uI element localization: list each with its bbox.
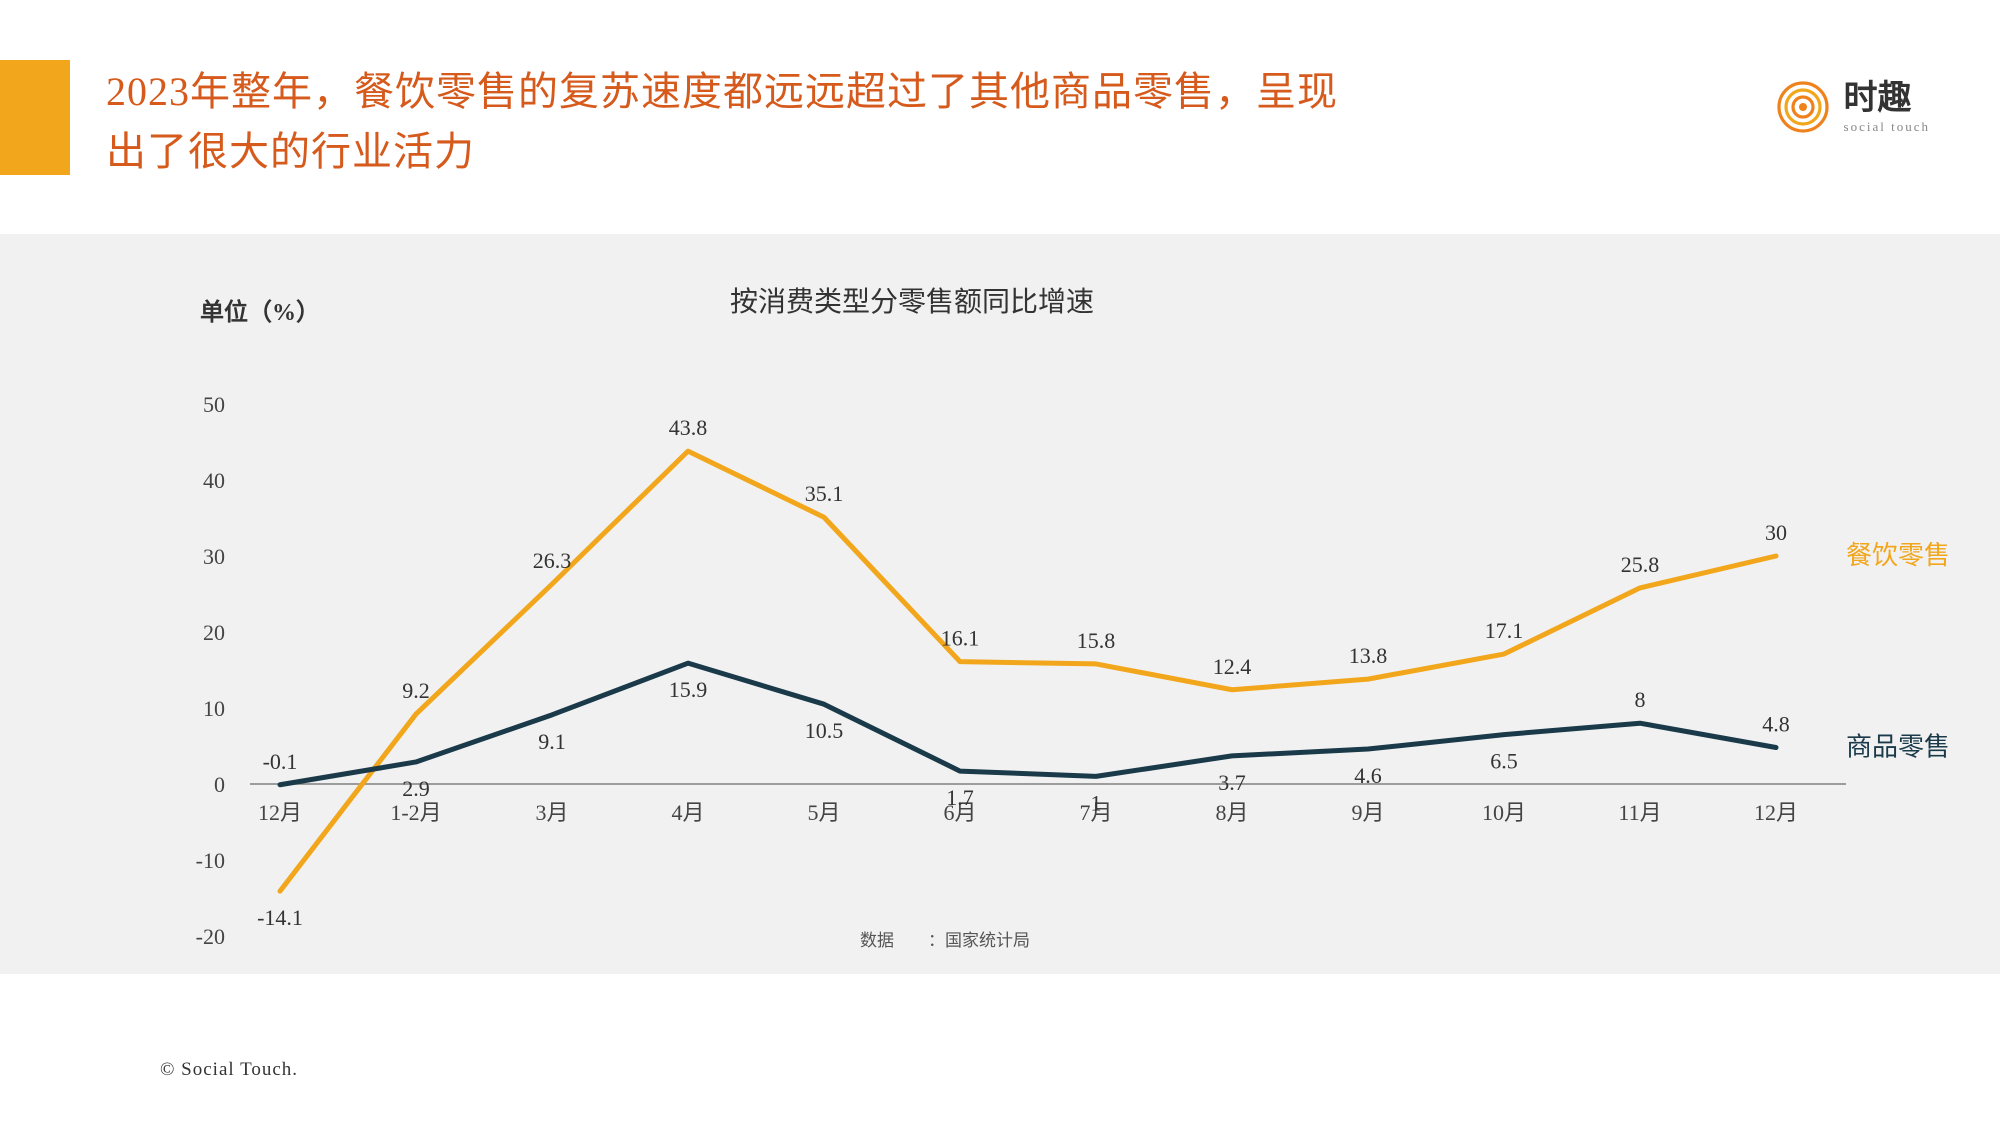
svg-text:1-2月: 1-2月 — [390, 800, 441, 825]
svg-text:15.9: 15.9 — [669, 677, 708, 702]
svg-text:43.8: 43.8 — [669, 415, 708, 440]
svg-text:0: 0 — [214, 772, 225, 797]
y-axis-unit: 单位（%） — [200, 292, 320, 327]
svg-text:30: 30 — [203, 544, 225, 569]
svg-text:3月: 3月 — [535, 800, 568, 825]
svg-text:4.6: 4.6 — [1354, 763, 1382, 788]
svg-text:4.8: 4.8 — [1762, 712, 1790, 737]
svg-text:10: 10 — [203, 696, 225, 721]
svg-text:1: 1 — [1091, 790, 1102, 815]
svg-text:2.9: 2.9 — [402, 776, 430, 801]
svg-text:15.8: 15.8 — [1077, 628, 1116, 653]
svg-text:-14.1: -14.1 — [257, 905, 303, 930]
chart-title: 按消费类型分零售额同比增速 — [730, 280, 1094, 320]
svg-text:1.7: 1.7 — [946, 785, 974, 810]
slide: 2023年整年，餐饮零售的复苏速度都远远超过了其他商品零售，呈现出了很大的行业活… — [0, 0, 2000, 1125]
svg-text:20: 20 — [203, 620, 225, 645]
svg-text:16.1: 16.1 — [941, 626, 980, 651]
svg-text:25.8: 25.8 — [1621, 552, 1660, 577]
brand-logo: 时趣 social touch — [1776, 80, 1930, 134]
svg-text:35.1: 35.1 — [805, 481, 844, 506]
logo-text-en: social touch — [1844, 120, 1930, 133]
svg-text:12.4: 12.4 — [1213, 654, 1252, 679]
svg-text:商品零售: 商品零售 — [1846, 733, 1950, 762]
page-title: 2023年整年，餐饮零售的复苏速度都远远超过了其他商品零售，呈现出了很大的行业活… — [106, 62, 1356, 182]
line-chart: -20-100102030405012月1-2月3月4月5月6月7月8月9月10… — [0, 234, 2000, 974]
logo-text-cn: 时趣 — [1844, 82, 1930, 116]
svg-text:30: 30 — [1765, 520, 1787, 545]
svg-text:10.5: 10.5 — [805, 718, 844, 743]
svg-text:26.3: 26.3 — [533, 548, 572, 573]
svg-text:9月: 9月 — [1351, 800, 1384, 825]
svg-text:12月: 12月 — [258, 800, 302, 825]
svg-text:17.1: 17.1 — [1485, 618, 1524, 643]
svg-text:-10: -10 — [196, 848, 225, 873]
chart-container: 按消费类型分零售额同比增速 单位（%） -20 -10 0 10 20 30 40 50 12月… — [0, 234, 2000, 974]
chart-source: 数据 ：国家统计局 — [860, 926, 1030, 951]
svg-text:-20: -20 — [196, 924, 225, 949]
svg-text:6.5: 6.5 — [1490, 749, 1518, 774]
svg-text:40: 40 — [203, 468, 225, 493]
svg-text:11月: 11月 — [1618, 800, 1661, 825]
svg-text:-0.1: -0.1 — [263, 749, 298, 774]
svg-text:13.8: 13.8 — [1349, 643, 1388, 668]
svg-text:3.7: 3.7 — [1218, 770, 1246, 795]
svg-text:餐饮零售: 餐饮零售 — [1846, 541, 1950, 570]
svg-text:8月: 8月 — [1215, 800, 1248, 825]
svg-text:50: 50 — [203, 392, 225, 417]
copyright: © Social Touch. — [160, 1059, 298, 1081]
svg-text:12月: 12月 — [1754, 800, 1798, 825]
accent-bar — [0, 60, 70, 175]
svg-text:10月: 10月 — [1482, 800, 1526, 825]
logo-spiral-icon — [1776, 80, 1830, 134]
svg-text:8: 8 — [1635, 687, 1646, 712]
svg-text:5月: 5月 — [807, 800, 840, 825]
svg-text:4月: 4月 — [671, 800, 704, 825]
svg-text:9.2: 9.2 — [402, 678, 430, 703]
svg-text:9.1: 9.1 — [538, 729, 566, 754]
